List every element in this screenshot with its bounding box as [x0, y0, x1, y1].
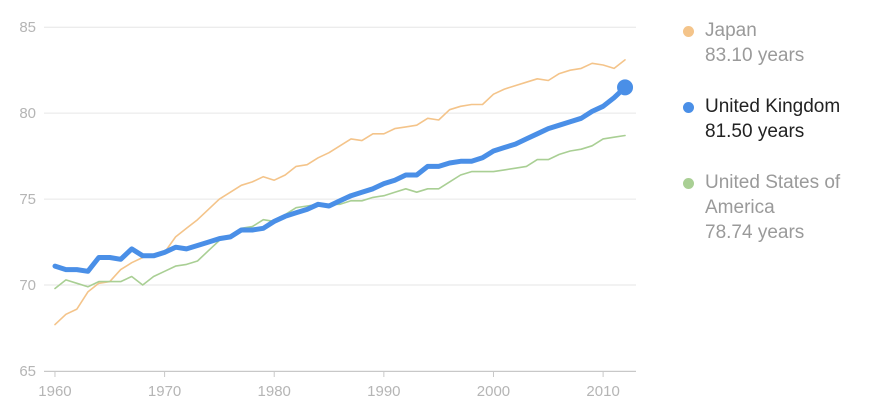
legend-uk-dot-icon [683, 102, 694, 113]
x-tick-label-2010: 2010 [586, 383, 619, 400]
legend-usa-dot-icon [683, 178, 694, 189]
legend-item-japan[interactable]: Japan 83.10 years [683, 18, 883, 68]
series-endpoint-united-kingdom[interactable] [617, 79, 634, 96]
legend-uk-value: 81.50 years [705, 121, 805, 142]
series-markers[interactable] [617, 79, 634, 96]
y-tick-label-75: 75 [19, 191, 36, 208]
series-line-united-states-of-america[interactable] [54, 134, 626, 290]
x-tick-label-1960: 1960 [38, 383, 71, 400]
legend-usa-value: 78.74 years [705, 222, 805, 243]
x-tick-label-1970: 1970 [148, 383, 181, 400]
legend: Japan 83.10 years United Kingdom 81.50 y… [683, 18, 883, 271]
y-tick-label-85: 85 [19, 19, 36, 36]
y-tick-label-70: 70 [19, 277, 36, 294]
y-axis-ticks: 65 70 75 80 85 [19, 19, 36, 380]
x-tick-label-2000: 2000 [477, 383, 510, 400]
y-tick-label-65: 65 [19, 363, 36, 380]
series-line-united-kingdom[interactable] [52, 84, 628, 274]
legend-usa-name: United States of America [705, 172, 841, 218]
x-tick-label-1980: 1980 [258, 383, 291, 400]
legend-japan-dot-icon [683, 26, 694, 37]
x-axis-ticks: 1960 1970 1980 1990 2000 2010 [38, 371, 620, 400]
life-expectancy-chart: 65 70 75 80 85 1960 1970 1980 1990 2000 2010 [19, 19, 636, 400]
legend-japan-name: Japan [705, 20, 757, 41]
legend-item-united-states[interactable]: United States of America 78.74 years [683, 170, 883, 245]
legend-japan-value: 83.10 years [705, 45, 805, 66]
x-tick-label-1990: 1990 [367, 383, 400, 400]
series-lines[interactable] [52, 59, 628, 326]
y-tick-label-80: 80 [19, 105, 36, 122]
legend-item-united-kingdom[interactable]: United Kingdom 81.50 years [683, 94, 883, 144]
legend-uk-name: United Kingdom [705, 96, 841, 117]
